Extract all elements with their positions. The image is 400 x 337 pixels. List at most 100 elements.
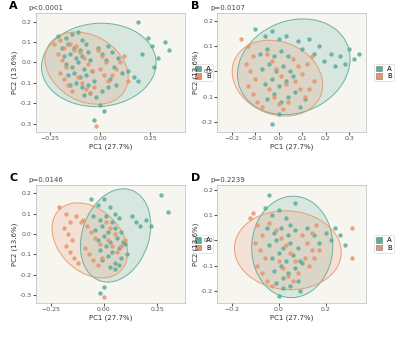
Text: p<0.0001: p<0.0001	[28, 5, 64, 11]
Point	[99, 88, 106, 94]
Point	[285, 270, 291, 276]
Point	[273, 69, 280, 74]
X-axis label: PC1 (27.7%): PC1 (27.7%)	[89, 314, 132, 321]
Point	[290, 56, 296, 61]
Point	[299, 233, 306, 238]
Point	[94, 237, 101, 243]
Point	[261, 81, 268, 87]
Point	[273, 66, 280, 71]
Y-axis label: PC2 (13.6%): PC2 (13.6%)	[11, 222, 18, 266]
Point	[73, 80, 79, 86]
Point	[264, 225, 270, 231]
Point	[294, 38, 301, 44]
Point	[79, 37, 85, 43]
Point	[107, 225, 114, 231]
Point	[297, 258, 303, 263]
Point	[308, 54, 315, 59]
Point	[105, 237, 111, 243]
Point	[111, 225, 118, 231]
Point	[109, 250, 116, 255]
Point	[75, 60, 81, 65]
Point	[113, 82, 120, 88]
Point	[294, 64, 301, 69]
Point	[61, 54, 67, 59]
Point	[268, 28, 275, 34]
Point	[285, 99, 291, 104]
Text: A: A	[9, 1, 18, 11]
Point	[65, 82, 71, 88]
Point	[103, 213, 109, 218]
Point	[316, 43, 322, 49]
Point	[261, 205, 268, 210]
Point	[69, 64, 75, 69]
Point	[306, 263, 312, 268]
Point	[337, 54, 343, 59]
Point	[119, 70, 126, 75]
Point	[306, 86, 312, 92]
Point	[299, 46, 306, 52]
Point	[311, 255, 317, 261]
Point	[254, 222, 261, 228]
Point	[292, 89, 298, 94]
Ellipse shape	[45, 32, 128, 104]
Point	[280, 275, 287, 281]
Point	[62, 244, 69, 249]
Point	[276, 36, 282, 41]
Point	[304, 225, 310, 231]
Point	[278, 49, 284, 54]
Point	[103, 58, 110, 63]
Point	[137, 223, 143, 228]
Point	[257, 248, 263, 253]
Point	[278, 74, 284, 79]
Point	[161, 39, 168, 45]
Point	[264, 46, 270, 52]
Point	[280, 285, 287, 291]
Point	[271, 54, 277, 59]
Point	[294, 278, 301, 283]
Point	[250, 91, 256, 97]
Point	[111, 266, 118, 271]
Point	[254, 263, 261, 268]
Point	[107, 76, 114, 82]
Point	[111, 231, 118, 237]
Point	[69, 237, 75, 243]
Point	[143, 217, 150, 222]
Point	[105, 78, 112, 84]
Point	[105, 229, 111, 235]
Point	[266, 243, 272, 248]
Point	[242, 61, 249, 66]
Point	[101, 72, 108, 78]
Point	[63, 62, 69, 67]
Point	[290, 74, 296, 79]
Point	[114, 235, 120, 241]
Point	[266, 86, 272, 92]
Point	[57, 37, 63, 43]
X-axis label: PC1 (27.7%): PC1 (27.7%)	[89, 143, 132, 150]
Point	[122, 241, 128, 247]
Point	[111, 260, 118, 265]
Point	[287, 69, 294, 74]
Point	[80, 217, 86, 222]
Ellipse shape	[232, 40, 323, 116]
Point	[113, 66, 120, 71]
Point	[311, 79, 317, 84]
Point	[71, 70, 77, 75]
Ellipse shape	[52, 203, 128, 278]
Point	[117, 60, 124, 65]
Point	[164, 209, 171, 214]
Legend: A, B: A, B	[374, 235, 394, 253]
Point	[356, 51, 362, 56]
Ellipse shape	[42, 23, 156, 106]
Legend: A, B: A, B	[193, 235, 213, 253]
Point	[96, 217, 103, 222]
Point	[71, 256, 78, 261]
Point	[109, 50, 116, 55]
Point	[264, 51, 270, 56]
Point	[87, 90, 94, 96]
Point	[285, 273, 291, 278]
Point	[101, 295, 107, 300]
Point	[73, 43, 79, 49]
Point	[125, 78, 132, 84]
Point	[278, 235, 284, 241]
Point	[332, 64, 338, 69]
